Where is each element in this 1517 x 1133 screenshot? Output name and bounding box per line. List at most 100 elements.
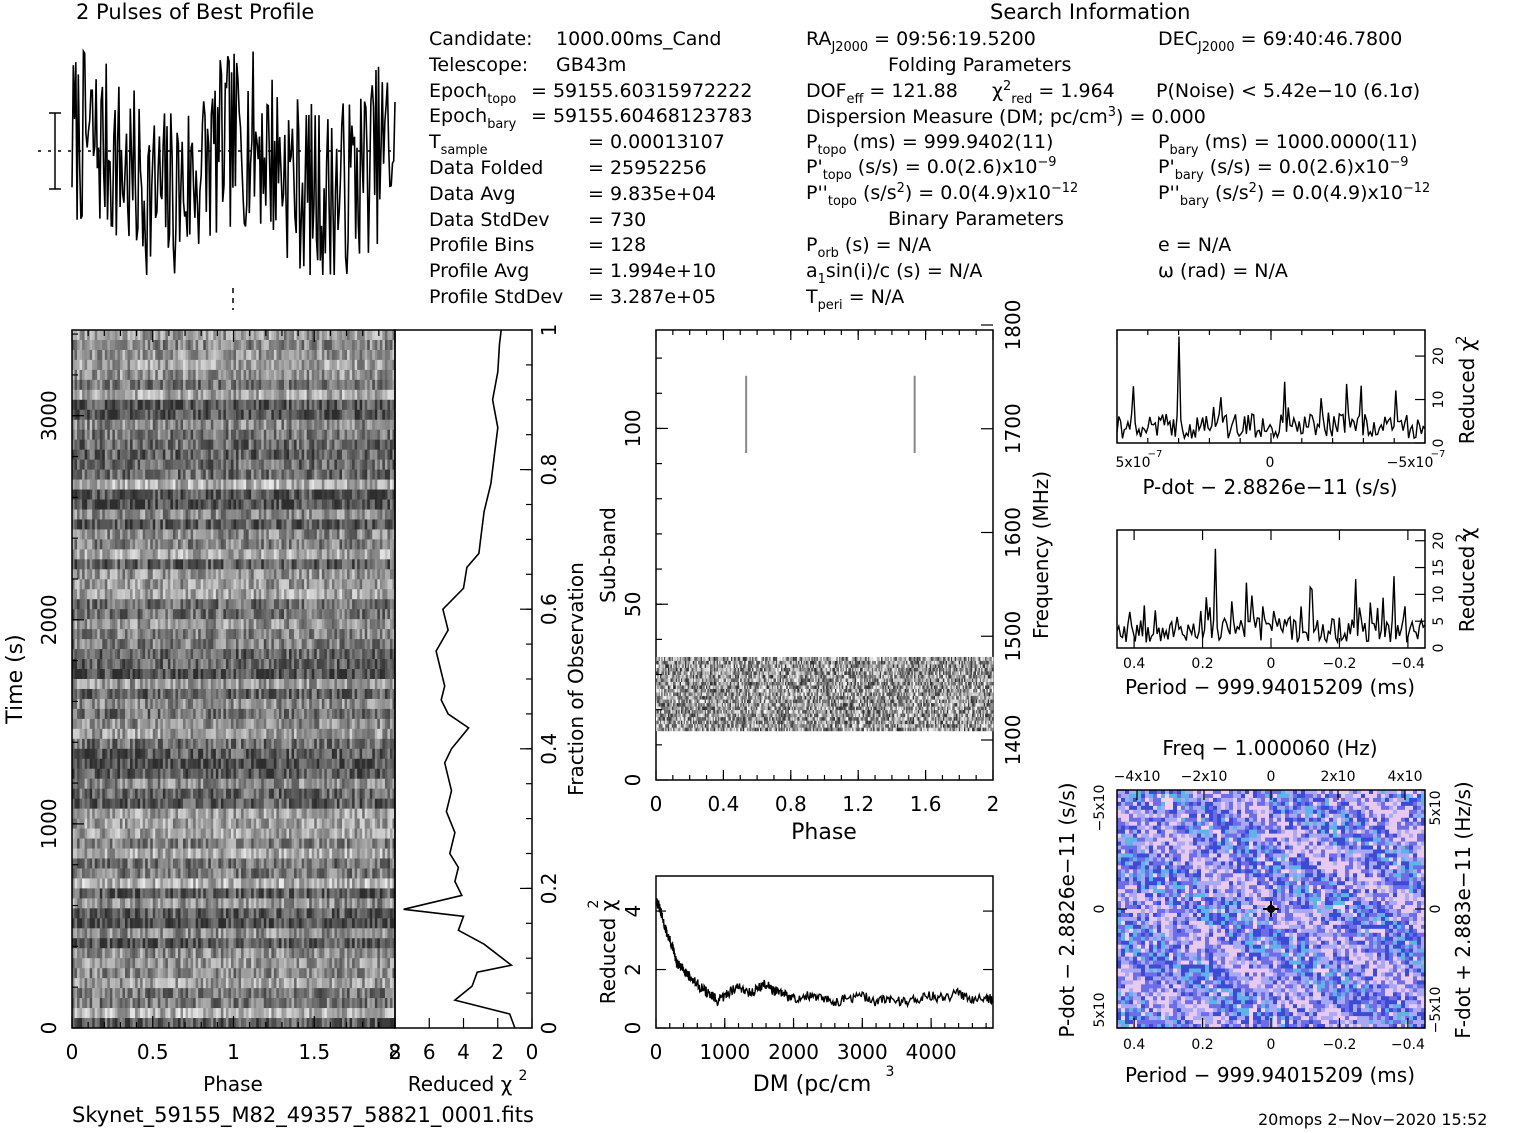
info-value: = 3.287e+05 — [588, 286, 717, 308]
time-phase-cell — [342, 499, 345, 510]
time-phase-cell — [283, 659, 287, 670]
time-phase-cell — [281, 519, 285, 530]
time-phase-cell — [334, 698, 338, 710]
time-phase-cell — [357, 698, 361, 710]
time-phase-cell — [102, 469, 106, 480]
info-value: = 0.00013107 — [588, 131, 725, 154]
time-phase-cell — [268, 439, 272, 451]
time-phase-cell — [304, 679, 308, 690]
time-phase-cell — [220, 589, 224, 600]
time-phase-cell — [294, 419, 297, 431]
time-phase-cell — [89, 549, 93, 560]
time-phase-cell — [379, 359, 383, 371]
time-phase-cell — [195, 679, 199, 690]
time-phase-cell — [286, 419, 290, 431]
time-phase-cell — [147, 569, 151, 580]
time-phase-cell — [213, 409, 217, 421]
time-phase-cell — [364, 559, 368, 570]
time-phase-cell — [180, 629, 184, 640]
time-phase-cell — [200, 659, 204, 670]
time-phase-cell — [142, 369, 146, 381]
time-phase-cell — [124, 519, 128, 530]
time-phase-cell — [225, 399, 229, 411]
time-phase-cell — [352, 589, 356, 600]
time-phase-cell — [102, 449, 106, 461]
time-phase-cell — [77, 569, 80, 580]
time-phase-cell — [238, 619, 242, 630]
time-phase-cell — [228, 559, 232, 570]
time-phase-cell — [309, 389, 313, 401]
time-phase-cell — [147, 579, 151, 590]
pddot-topo-readout: P''topo (s/s2) = 0.0(4.9)x10−12 — [806, 180, 1079, 209]
time-phase-cell — [228, 619, 232, 630]
time-phase-cell — [263, 599, 267, 610]
time-phase-cell — [147, 439, 151, 451]
time-phase-cell — [205, 330, 209, 341]
time-phase-cell — [357, 439, 361, 451]
time-phase-cell — [72, 519, 75, 530]
time-phase-cell — [256, 409, 260, 421]
time-phase-cell — [331, 619, 335, 630]
time-phase-cell — [195, 349, 199, 361]
time-phase-cell — [79, 529, 83, 540]
time-phase-cell — [276, 339, 280, 351]
time-phase-cell — [301, 649, 305, 660]
time-phase-cell — [392, 698, 396, 710]
time-phase-cell — [329, 609, 333, 620]
time-phase-cell — [261, 669, 265, 680]
time-phase-cell — [329, 659, 333, 670]
time-phase-cell — [160, 619, 164, 630]
time-phase-cell — [185, 469, 189, 480]
time-phase-cell — [124, 389, 128, 401]
time-phase-cell — [241, 708, 244, 720]
time-phase-cell — [230, 330, 234, 341]
time-phase-cell — [329, 469, 333, 480]
time-phase-cell — [109, 479, 113, 490]
time-phase-cell — [316, 409, 320, 421]
time-phase-cell — [238, 688, 242, 700]
time-phase-cell — [208, 529, 212, 540]
time-phase-cell — [392, 629, 396, 640]
time-phase-cell — [104, 688, 108, 700]
time-phase-cell — [102, 579, 106, 590]
time-phase-cell — [334, 419, 338, 431]
time-phase-cell — [195, 379, 199, 391]
time-phase-cell — [387, 399, 391, 411]
time-phase-cell — [251, 469, 255, 480]
time-phase-cell — [258, 559, 262, 570]
time-phase-cell — [109, 679, 113, 690]
time-phase-cell — [296, 409, 300, 421]
time-phase-cell — [324, 649, 328, 660]
time-phase-cell — [82, 499, 86, 510]
time-phase-cell — [258, 349, 262, 361]
time-phase-cell — [354, 559, 358, 570]
time-phase-cell — [155, 459, 159, 470]
time-phase-cell — [122, 379, 126, 391]
time-phase-cell — [92, 569, 96, 580]
time-phase-cell — [185, 649, 189, 660]
time-phase-cell — [369, 529, 373, 540]
time-phase-cell — [344, 688, 348, 700]
time-phase-cell — [382, 599, 386, 610]
time-phase-cell — [294, 669, 297, 680]
time-phase-cell — [132, 549, 136, 560]
time-phase-cell — [213, 359, 217, 371]
time-phase-cell — [183, 639, 186, 650]
time-phase-cell — [329, 519, 333, 530]
time-phase-cell — [190, 549, 194, 560]
time-phase-cell — [392, 649, 396, 660]
time-phase-cell — [203, 449, 207, 461]
time-phase-cell — [135, 649, 139, 660]
time-phase-cell — [114, 339, 118, 351]
time-phase-cell — [347, 429, 350, 441]
time-phase-cell — [233, 499, 237, 510]
time-phase-cell — [291, 609, 295, 620]
time-phase-cell — [114, 330, 118, 341]
time-phase-cell — [180, 679, 184, 690]
time-phase-cell — [384, 559, 388, 570]
time-phase-cell — [344, 339, 348, 351]
time-phase-cell — [367, 579, 371, 590]
time-phase-cell — [104, 339, 108, 351]
time-phase-cell — [208, 330, 212, 341]
time-phase-cell — [205, 449, 209, 461]
